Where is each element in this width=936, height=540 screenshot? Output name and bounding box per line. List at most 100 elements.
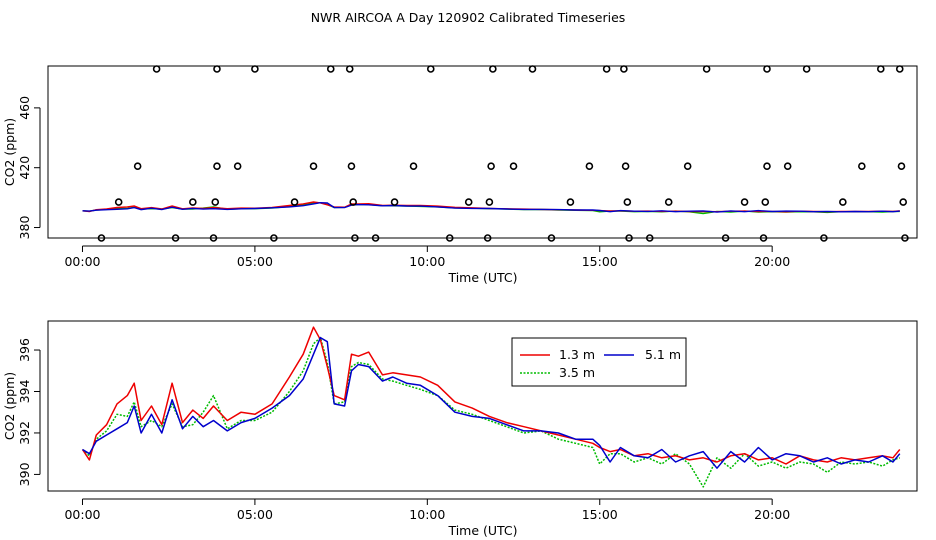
top-data-point — [761, 198, 770, 206]
bottom-y-tick-label: 392 — [17, 421, 32, 445]
top-data-point — [839, 198, 847, 206]
top-x-tick-label: 00:00 — [64, 254, 100, 269]
series-line-5-1-m — [82, 336, 901, 469]
bottom-panel-ylabel: CO2 (ppm) — [2, 372, 17, 440]
top-data-point — [171, 234, 180, 242]
top-data-point — [897, 162, 906, 171]
legend-label-3-5m: 3.5 m — [559, 365, 595, 380]
top-data-point — [621, 162, 630, 171]
bottom-x-tick-label: 05:00 — [237, 507, 273, 522]
top-panel: Time (UTC) CO2 (ppm) 00:00 05:00 10:00 15:0… — [2, 65, 918, 285]
bottom-panel-xlabel: Time (UTC) — [447, 523, 517, 538]
top-data-point — [189, 198, 197, 206]
top-panel-x-axis: 00:00 05:00 10:00 15:00 20:00 — [64, 245, 790, 269]
legend: 1.3 m 3.5 m 5.1 m — [511, 337, 687, 387]
top-data-point — [899, 198, 908, 206]
top-data-point — [858, 162, 866, 171]
top-panel-xlabel: Time (UTC) — [447, 270, 517, 285]
top-data-point — [409, 162, 418, 171]
top-data-point — [152, 65, 161, 73]
top-data-point — [585, 162, 594, 171]
top-data-point — [133, 162, 142, 171]
bottom-x-tick-label: 15:00 — [582, 507, 618, 522]
top-data-point — [759, 234, 768, 242]
top-panel-frame — [47, 65, 918, 239]
bottom-x-tick-label: 00:00 — [64, 507, 100, 522]
bottom-y-tick-label: 390 — [17, 462, 32, 486]
top-data-point — [209, 234, 218, 242]
top-data-point — [901, 234, 909, 242]
top-data-point — [664, 198, 673, 206]
bottom-y-tick-label: 394 — [17, 380, 32, 404]
bottom-y-tick-label: 396 — [17, 338, 32, 362]
top-data-point — [702, 65, 711, 73]
top-data-point — [721, 234, 730, 242]
top-data-point — [390, 198, 399, 206]
top-data-point — [489, 65, 497, 73]
top-data-point — [290, 198, 299, 206]
top-y-tick-label: 460 — [17, 96, 32, 120]
top-data-point — [349, 198, 357, 206]
legend-label-5-1m: 5.1 m — [645, 347, 681, 362]
top-data-point — [326, 65, 335, 73]
legend-box — [511, 337, 687, 387]
top-data-point — [740, 198, 749, 206]
top-data-point — [213, 162, 221, 171]
top-data-point — [483, 234, 492, 242]
top-panel-series — [82, 201, 900, 215]
top-data-point — [620, 65, 628, 73]
top-data-point — [213, 65, 221, 73]
chart-title: NWR AIRCOA A Day 120902 Calibrated Times… — [311, 10, 626, 25]
top-data-point — [645, 234, 654, 242]
top-y-tick-label: 420 — [17, 156, 32, 180]
top-data-point — [309, 162, 318, 171]
top-y-tick-label: 380 — [17, 216, 32, 240]
series-line-1-3-m — [81, 326, 901, 465]
top-data-point — [802, 65, 811, 73]
bottom-x-tick-label: 20:00 — [754, 507, 790, 522]
top-data-point — [211, 198, 220, 206]
top-data-point — [683, 162, 692, 171]
top-data-point — [464, 198, 473, 206]
top-data-point — [97, 234, 106, 242]
top-data-point — [547, 234, 556, 242]
top-data-point — [347, 162, 356, 171]
top-panel-y-axis: 380 420 460 — [17, 96, 41, 240]
top-data-point — [485, 198, 494, 206]
legend-label-1-3m: 1.3 m — [559, 347, 595, 362]
top-panel-points — [97, 65, 909, 242]
top-data-point — [114, 198, 123, 206]
top-panel-ylabel: CO2 (ppm) — [2, 118, 17, 186]
series-line-3-5-m — [81, 336, 901, 488]
top-data-point — [820, 234, 828, 242]
top-data-point — [351, 234, 359, 242]
top-data-point — [528, 65, 537, 73]
top-data-point — [371, 234, 380, 242]
top-data-point — [876, 65, 885, 73]
top-data-point — [487, 162, 495, 171]
top-data-point — [445, 234, 454, 242]
top-data-point — [623, 198, 632, 206]
top-data-point — [602, 65, 611, 73]
bottom-panel-frame — [47, 320, 918, 492]
top-data-point — [509, 162, 518, 171]
top-x-tick-label: 10:00 — [409, 254, 445, 269]
bottom-panel-x-axis: 00:00 05:00 10:00 15:00 20:00 — [64, 498, 790, 522]
bottom-panel-y-axis: 390 392 394 396 — [17, 338, 41, 486]
top-data-point — [566, 198, 575, 206]
top-data-point — [270, 234, 278, 242]
top-data-point — [233, 162, 242, 171]
top-data-point — [426, 65, 435, 73]
top-data-point — [625, 234, 633, 242]
top-data-point — [251, 65, 259, 73]
top-data-point — [345, 65, 354, 73]
top-x-tick-label: 05:00 — [237, 254, 273, 269]
top-x-tick-label: 15:00 — [582, 254, 618, 269]
top-series-line-5-1-m — [82, 201, 900, 213]
top-data-point — [783, 162, 792, 171]
bottom-panel: Time (UTC) CO2 (ppm) 00:00 05:00 10:00 15:0… — [2, 320, 918, 538]
bottom-x-tick-label: 10:00 — [409, 507, 445, 522]
top-data-point — [763, 65, 771, 73]
top-data-point — [895, 65, 904, 73]
